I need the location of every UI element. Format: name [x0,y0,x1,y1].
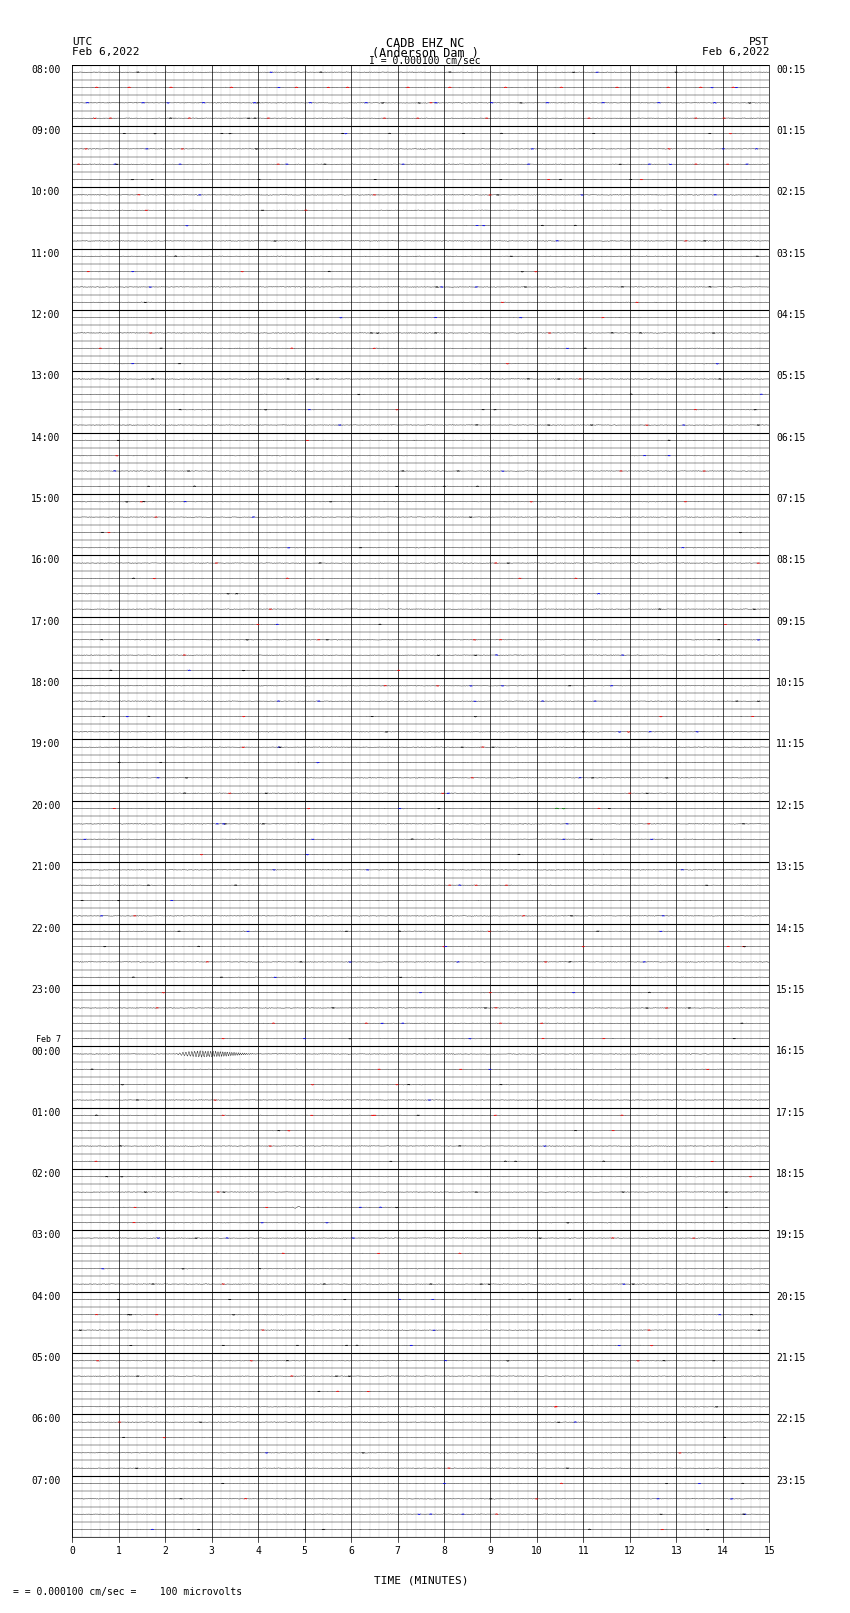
Text: 11:15: 11:15 [776,739,806,750]
Text: 07:00: 07:00 [31,1476,60,1486]
Text: 13:00: 13:00 [31,371,60,381]
Text: 14: 14 [717,1545,728,1555]
Text: 22:15: 22:15 [776,1415,806,1424]
Text: 14:15: 14:15 [776,924,806,934]
Text: 03:00: 03:00 [31,1231,60,1240]
Text: 09:15: 09:15 [776,616,806,627]
Text: 02:15: 02:15 [776,187,806,197]
Text: 10:00: 10:00 [31,187,60,197]
Text: 13: 13 [671,1545,683,1555]
Text: 13:15: 13:15 [776,863,806,873]
Text: 16:00: 16:00 [31,555,60,566]
Text: CADB EHZ NC: CADB EHZ NC [386,37,464,50]
Text: 06:00: 06:00 [31,1415,60,1424]
Text: 04:15: 04:15 [776,310,806,319]
Text: 10: 10 [531,1545,543,1555]
Text: 22:00: 22:00 [31,924,60,934]
Text: 15:15: 15:15 [776,986,806,995]
Text: 8: 8 [441,1545,447,1555]
Text: 18:15: 18:15 [776,1169,806,1179]
Text: 10:15: 10:15 [776,677,806,689]
Text: 06:15: 06:15 [776,432,806,442]
Text: 17:15: 17:15 [776,1108,806,1118]
Text: 23:00: 23:00 [31,986,60,995]
Text: 08:15: 08:15 [776,555,806,566]
Text: Feb 6,2022: Feb 6,2022 [72,47,139,56]
Text: UTC: UTC [72,37,93,47]
Text: 01:15: 01:15 [776,126,806,135]
Text: 19:00: 19:00 [31,739,60,750]
Text: 9: 9 [488,1545,493,1555]
Text: 20:15: 20:15 [776,1292,806,1302]
Text: 01:00: 01:00 [31,1108,60,1118]
Text: = = 0.000100 cm/sec =    100 microvolts: = = 0.000100 cm/sec = 100 microvolts [13,1587,242,1597]
Text: 02:00: 02:00 [31,1169,60,1179]
Text: 14:00: 14:00 [31,432,60,442]
Text: 0: 0 [70,1545,75,1555]
Text: 21:15: 21:15 [776,1353,806,1363]
Text: 12:15: 12:15 [776,800,806,811]
Text: 12: 12 [624,1545,636,1555]
Text: Feb 6,2022: Feb 6,2022 [702,47,769,56]
Text: TIME (MINUTES): TIME (MINUTES) [373,1576,468,1586]
Text: 4: 4 [255,1545,261,1555]
Text: 08:00: 08:00 [31,65,60,74]
Text: 11: 11 [577,1545,589,1555]
Text: (Anderson Dam ): (Anderson Dam ) [371,47,479,60]
Text: 19:15: 19:15 [776,1231,806,1240]
Text: 16:15: 16:15 [776,1047,806,1057]
Text: 3: 3 [209,1545,214,1555]
Text: 15:00: 15:00 [31,494,60,503]
Text: 15: 15 [763,1545,775,1555]
Text: I = 0.000100 cm/sec: I = 0.000100 cm/sec [369,56,481,66]
Text: 09:00: 09:00 [31,126,60,135]
Text: 05:00: 05:00 [31,1353,60,1363]
Text: 20:00: 20:00 [31,800,60,811]
Text: 11:00: 11:00 [31,248,60,258]
Text: Feb 7: Feb 7 [36,1036,60,1044]
Text: 03:15: 03:15 [776,248,806,258]
Text: 21:00: 21:00 [31,863,60,873]
Text: 6: 6 [348,1545,354,1555]
Text: 00:00: 00:00 [31,1047,60,1057]
Text: 18:00: 18:00 [31,677,60,689]
Text: 04:00: 04:00 [31,1292,60,1302]
Text: 00:15: 00:15 [776,65,806,74]
Text: 2: 2 [162,1545,168,1555]
Text: 5: 5 [302,1545,308,1555]
Text: 07:15: 07:15 [776,494,806,503]
Text: 17:00: 17:00 [31,616,60,627]
Text: 7: 7 [394,1545,400,1555]
Text: PST: PST [749,37,769,47]
Text: 05:15: 05:15 [776,371,806,381]
Text: 1: 1 [116,1545,122,1555]
Text: 23:15: 23:15 [776,1476,806,1486]
Text: 12:00: 12:00 [31,310,60,319]
